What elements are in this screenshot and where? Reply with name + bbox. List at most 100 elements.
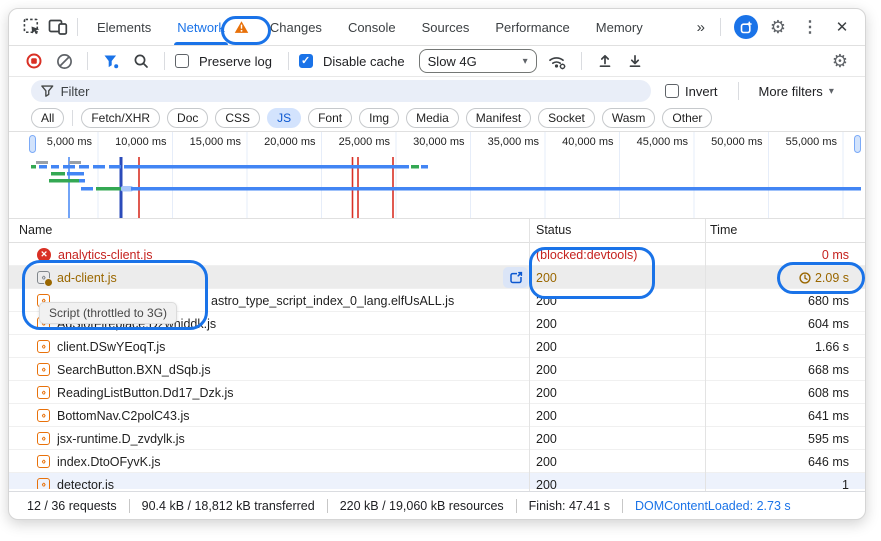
more-filters-button[interactable]: More filters ▾ [759, 84, 834, 99]
open-override-button[interactable] [503, 267, 528, 288]
column-divider[interactable] [529, 219, 530, 491]
chip-js[interactable]: JS [267, 108, 302, 128]
chip-img[interactable]: Img [359, 108, 400, 128]
table-row[interactable]: astro_type_script_index_0_lang.elfUsALL.… [9, 289, 865, 312]
network-settings-gear-icon[interactable]: ⚙ [827, 48, 853, 74]
tab-console[interactable]: Console [335, 9, 409, 45]
table-row[interactable]: BottomNav.C2polC43.js 200 641 ms [9, 404, 865, 427]
table-row[interactable]: jsx-runtime.D_zvdylk.js 200 595 ms [9, 427, 865, 450]
table-row[interactable]: ReadingListButton.Dd17_Dzk.js 200 608 ms [9, 381, 865, 404]
overview-right-handle[interactable] [854, 135, 861, 153]
filter-funnel-icon[interactable] [98, 48, 124, 74]
chip-all[interactable]: All [31, 108, 65, 128]
column-divider[interactable] [705, 219, 706, 491]
timeline-tick-label: 40,000 ms [562, 136, 614, 148]
table-row[interactable]: SearchButton.BXN_dSqb.js 200 668 ms [9, 358, 865, 381]
script-file-icon [37, 432, 50, 445]
script-file-throttled-icon [37, 271, 53, 287]
time-value: 0 ms [821, 247, 849, 262]
close-glyph: ✕ [835, 19, 849, 36]
chip-fetch-xhr[interactable]: Fetch/XHR [81, 108, 161, 128]
record-network-log-icon[interactable] [21, 48, 47, 74]
network-conditions-icon[interactable] [545, 48, 571, 74]
tab-memory[interactable]: Memory [583, 9, 656, 45]
script-file-icon [37, 340, 50, 353]
tab-label: Elements [97, 19, 152, 35]
tab-sources[interactable]: Sources [409, 9, 483, 45]
table-row[interactable]: index.DtoOFyvK.js 200 646 ms [9, 450, 865, 473]
table-row[interactable]: detector.js 200 1 [9, 473, 865, 489]
timeline-overview[interactable]: 5,000 ms 10,000 ms 15,000 ms 20,000 ms 25,00… [9, 131, 865, 219]
preserve-log-checkbox[interactable] [175, 54, 189, 68]
divider [72, 110, 74, 126]
request-type-chips: All Fetch/XHR Doc CSS JS Font Img Media Manifest… [9, 105, 865, 131]
status-bar-item: 12 / 36 requests [27, 498, 117, 513]
request-status: (blocked:devtools) [536, 247, 638, 262]
export-har-icon[interactable] [622, 48, 648, 74]
more-tabs-icon[interactable]: » [696, 18, 705, 36]
divider [87, 52, 88, 70]
timeline-tick-label: 10,000 ms [115, 136, 167, 148]
column-header-status[interactable]: Status [536, 223, 572, 237]
divider [128, 498, 130, 513]
request-status: 200 [536, 362, 557, 377]
divider [580, 52, 582, 70]
divider [720, 18, 721, 36]
throttling-select[interactable]: Slow 4G ▾ [418, 49, 537, 73]
column-header-name[interactable]: Name [19, 223, 53, 237]
request-name: detector.js [57, 477, 114, 490]
chip-css[interactable]: CSS [215, 108, 261, 128]
device-toolbar-icon[interactable] [45, 14, 71, 40]
time-value: 2.09 s [814, 270, 849, 285]
waterfall-overview [31, 132, 861, 218]
search-icon[interactable] [128, 48, 154, 74]
tab-label: Memory [595, 19, 643, 35]
filter-funnel-small-icon [41, 85, 54, 97]
chip-socket[interactable]: Socket [538, 108, 595, 128]
filter-row: Invert More filters ▾ [9, 77, 865, 105]
timeline-tick-label: 50,000 ms [711, 136, 763, 148]
dock-badge-icon[interactable] [733, 14, 759, 40]
request-time: 608 ms [808, 381, 849, 404]
chip-manifest[interactable]: Manifest [465, 108, 532, 128]
tab-network[interactable]: Network [164, 9, 238, 45]
status-bar-item[interactable]: DOMContentLoaded: 2.73 s [634, 498, 791, 513]
settings-gear-icon[interactable]: ⚙ [765, 14, 791, 40]
timeline-tick-label: 45,000 ms [636, 136, 688, 148]
time-value: 668 ms [808, 362, 849, 377]
overview-left-handle[interactable] [29, 135, 36, 153]
clear-network-log-icon[interactable] [51, 48, 77, 74]
request-name: BottomNav.C2polC43.js [57, 408, 190, 423]
invert-checkbox[interactable] [665, 84, 679, 98]
request-status: 200 [536, 408, 557, 423]
request-name: jsx-runtime.D_zvdylk.js [57, 431, 185, 446]
close-icon[interactable]: ✕ [829, 14, 855, 40]
chip-font[interactable]: Font [308, 108, 353, 128]
filter-input[interactable] [60, 83, 641, 99]
chip-wasm[interactable]: Wasm [601, 108, 656, 128]
time-value: 1.66 s [814, 339, 849, 354]
request-name-cell: index.DtoOFyvK.js [9, 450, 529, 473]
throttle-tooltip: Script (throttled to 3G) [39, 302, 178, 324]
disable-cache-checkbox[interactable] [298, 54, 313, 68]
table-row[interactable]: analytics-client.js (blocked:devtools) 0 m… [9, 243, 865, 266]
import-har-icon[interactable] [592, 48, 618, 74]
request-time: 1.66 s [815, 335, 849, 358]
column-header-time[interactable]: Time [710, 223, 738, 237]
inspect-element-icon[interactable] [19, 14, 45, 40]
chip-other[interactable]: Other [662, 108, 713, 128]
chip-media[interactable]: Media [406, 108, 459, 128]
chip-doc[interactable]: Doc [167, 108, 209, 128]
tab-label: Performance [495, 19, 570, 35]
kebab-menu-icon[interactable]: ⋮ [797, 14, 823, 40]
request-name-cell: analytics-client.js [9, 243, 529, 266]
tab-performance[interactable]: Performance [482, 9, 582, 45]
request-time: 595 ms [808, 427, 849, 450]
tab-changes[interactable]: Changes [257, 9, 335, 45]
gear-glyph: ⚙ [769, 17, 787, 37]
table-row[interactable]: ad-client.js 200 2.09 s [9, 266, 865, 289]
table-row[interactable]: client.DSwYEoqT.js 200 1.66 s [9, 335, 865, 358]
request-name-cell: SearchButton.BXN_dSqb.js [9, 358, 529, 381]
error-icon [37, 247, 51, 262]
tab-elements[interactable]: Elements [84, 9, 164, 45]
